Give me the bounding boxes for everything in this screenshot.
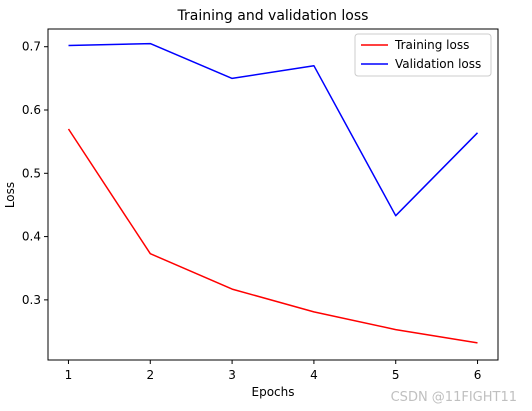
x-tick-label: 4 [310,368,318,382]
legend-label: Training loss [394,38,469,52]
y-axis-label: Loss [3,182,17,208]
series-line-validation-loss [68,42,479,217]
y-tick-label: 0.4 [22,230,41,244]
x-tick-label: 5 [392,368,400,382]
y-tick-label: 0.6 [22,103,41,117]
x-tick-label: 2 [146,368,154,382]
series-line-training-loss [67,128,478,344]
chart-title: Training and validation loss [177,8,369,24]
x-axis-label: Epochs [252,385,295,399]
y-tick-label: 0.3 [22,293,41,307]
y-tick-label: 0.7 [22,40,41,54]
x-tick-label: 1 [65,368,73,382]
plot-frame [47,28,499,361]
legend: Training loss Validation loss [354,33,492,77]
x-tick-label: 6 [474,368,482,382]
y-tick-label: 0.5 [22,166,41,180]
watermark-text: CSDN @11FIGHT11 [391,390,517,405]
series-layer [67,42,479,344]
x-tick-label: 3 [228,368,236,382]
x-axis-ticks: 1 2 3 4 5 6 [65,360,482,382]
legend-box [354,33,492,77]
y-axis-ticks: 0.3 0.4 0.5 0.6 0.7 [22,40,48,307]
legend-label: Validation loss [395,57,481,71]
